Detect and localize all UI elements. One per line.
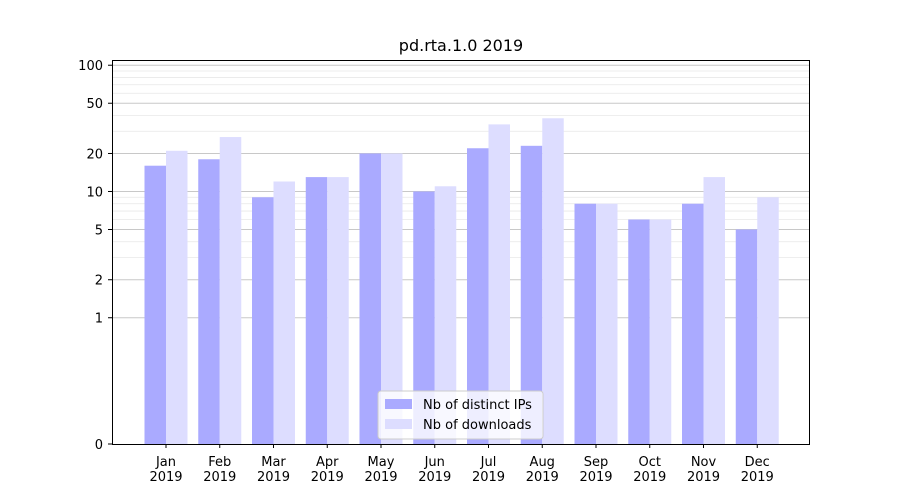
y-tick-label: 100 (78, 59, 103, 74)
bar-downloads (273, 181, 295, 444)
bar-ips (682, 203, 704, 444)
bar-downloads (703, 177, 725, 445)
x-tick-label: Oct 2019 (633, 455, 666, 485)
legend-swatch (385, 399, 412, 409)
bar-ips (628, 219, 650, 444)
bar-downloads (166, 150, 188, 444)
x-tick-label: Apr 2019 (311, 455, 344, 485)
bars (144, 118, 779, 445)
x-tick-label: Nov 2019 (687, 455, 720, 485)
y-tick-label: 2 (95, 274, 103, 289)
bar-ips (735, 229, 758, 444)
y-tick-label: 0 (95, 438, 103, 453)
bar-downloads (434, 186, 457, 445)
y-tick-label: 50 (86, 97, 103, 112)
y-tick-label: 5 (95, 223, 103, 238)
bar-downloads (327, 177, 349, 445)
x-tick-label: Feb 2019 (203, 455, 236, 485)
bar-ips (305, 177, 328, 445)
bar-downloads (381, 153, 403, 444)
x-tick-label: May 2019 (364, 455, 397, 485)
x-tick-label: Jan 2019 (149, 455, 182, 485)
legend-swatch (385, 419, 412, 429)
bar-ips (467, 148, 489, 444)
legend-label: Nb of downloads (423, 418, 532, 433)
bar-ips (413, 191, 435, 444)
legend: Nb of distinct IPs Nb of downloads (377, 390, 544, 440)
bar-ips (574, 203, 596, 444)
chart-title: pd.rta.1.0 2019 (399, 36, 523, 55)
y-tick-label: 20 (86, 147, 103, 162)
bar-ips (359, 153, 381, 444)
bar-downloads (488, 124, 510, 444)
y-tick-label: 10 (86, 185, 103, 200)
bar-ips (520, 145, 543, 444)
plot-frame (112, 60, 810, 445)
legend-box (377, 390, 544, 440)
x-tick-label: Aug 2019 (526, 455, 559, 485)
x-tick-label: Dec 2019 (741, 455, 774, 485)
bar-downloads (757, 197, 779, 444)
bar-downloads (596, 203, 618, 444)
bar-ips (198, 159, 220, 445)
legend-label: Nb of distinct IPs (423, 398, 532, 413)
bar-downloads (542, 118, 564, 445)
bar-downloads (649, 219, 672, 444)
bar-ips (252, 197, 274, 444)
y-tick-label: 1 (95, 312, 103, 327)
x-tick-label: Sep 2019 (579, 455, 612, 485)
y-axis: 0 1 2 5 10 20 50 100 (78, 59, 112, 453)
x-tick-label: Jun 2019 (418, 455, 451, 485)
x-axis: Jan 2019 Feb 2019 Mar 2019 Apr 2019 May 2019 Jun 20… (149, 444, 774, 485)
x-tick-label: Jul 2019 (472, 455, 505, 485)
bar-downloads (219, 137, 242, 444)
x-tick-label: Mar 2019 (257, 455, 290, 485)
bar-ips (144, 165, 166, 444)
